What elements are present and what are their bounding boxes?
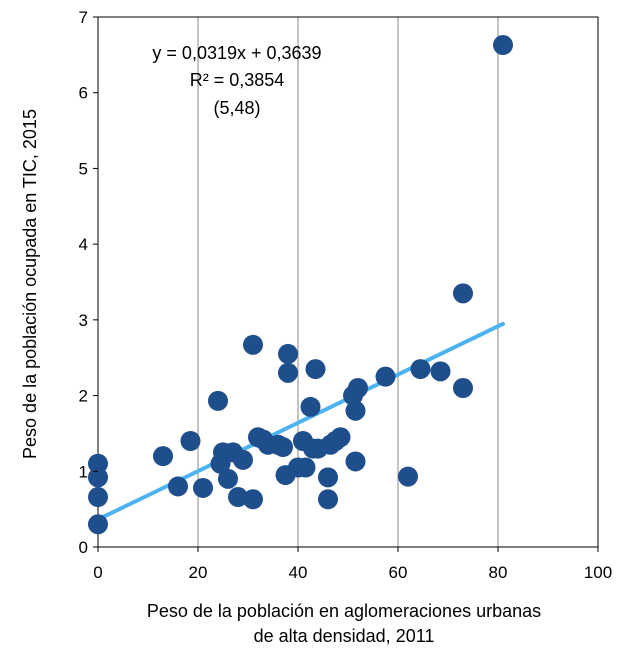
data-point	[318, 489, 338, 510]
data-point	[228, 487, 248, 508]
x-tick-label: 40	[289, 563, 308, 582]
r-squared-label: R² = 0,3854	[190, 70, 285, 90]
y-tick-label: 4	[79, 235, 88, 254]
x-tick-label: 100	[584, 563, 612, 582]
plot-area-frame	[97, 16, 599, 548]
x-axis-title-line-1: Peso de la población en aglomeraciones u…	[147, 601, 541, 621]
y-tick-label: 5	[79, 159, 88, 178]
data-point	[233, 449, 253, 470]
data-point	[243, 489, 263, 510]
x-tick-label: 60	[389, 563, 408, 582]
data-point	[410, 359, 431, 380]
annotation-value: (5,48)	[213, 98, 260, 118]
data-points	[88, 35, 513, 535]
data-point	[88, 487, 108, 508]
data-point	[348, 378, 368, 398]
y-tick-label: 6	[79, 84, 88, 103]
data-point	[243, 334, 263, 355]
data-point	[375, 366, 396, 387]
data-point	[453, 283, 473, 304]
data-point	[278, 362, 298, 383]
trendline-equation: y = 0,0319x + 0,3639	[152, 43, 321, 63]
data-point	[398, 466, 418, 487]
y-tick-label: 0	[79, 538, 88, 557]
data-point	[318, 467, 338, 488]
x-tick-label: 80	[489, 563, 508, 582]
x-tick-label: 0	[93, 563, 102, 582]
data-point	[88, 514, 108, 535]
data-point	[493, 35, 513, 56]
y-tick-label: 3	[79, 311, 88, 330]
data-point	[345, 451, 366, 472]
data-point	[330, 427, 351, 448]
y-tick-label: 7	[79, 8, 88, 27]
x-tick-label: 20	[189, 563, 208, 582]
y-axis-title: Peso de la población ocupada en TIC, 201…	[20, 109, 40, 459]
x-tick-labels: 0 20 40 60 80 100	[93, 547, 612, 582]
data-point	[453, 378, 473, 398]
data-point	[208, 390, 228, 411]
data-point	[278, 343, 298, 364]
data-point	[193, 477, 213, 498]
x-axis-title-line-2: de alta densidad, 2011	[254, 626, 435, 646]
data-point	[295, 457, 316, 478]
data-point	[300, 396, 321, 417]
y-tick-label: 2	[79, 387, 88, 406]
data-point	[180, 431, 201, 451]
data-point	[88, 467, 108, 488]
data-point	[168, 476, 188, 497]
trendline	[96, 321, 505, 522]
y-tick-labels: 0 1 2 3 4 5 6 7	[79, 8, 98, 557]
y-tick-label: 1	[79, 462, 88, 481]
trendline-group	[96, 321, 505, 522]
data-point	[153, 446, 173, 467]
data-point	[305, 359, 326, 380]
data-point	[345, 400, 366, 421]
data-point	[273, 437, 293, 458]
data-point	[430, 361, 451, 382]
data-point	[218, 468, 238, 489]
